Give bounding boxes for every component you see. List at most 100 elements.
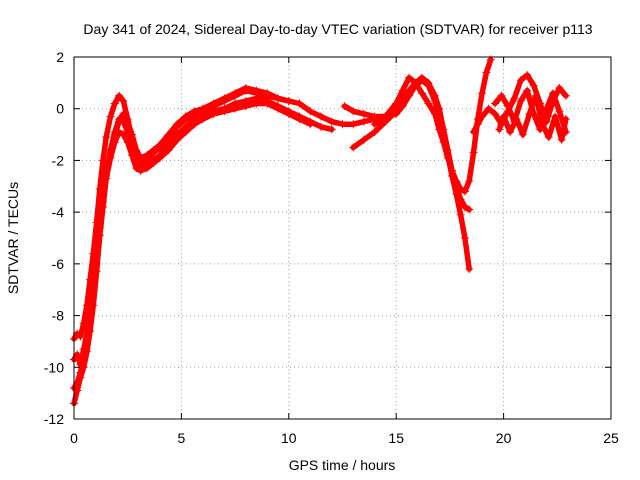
data-point (359, 135, 368, 144)
data-point (252, 99, 261, 108)
data-point (544, 133, 553, 142)
data-point (551, 112, 560, 121)
data-point (82, 329, 91, 338)
data-point (448, 166, 457, 175)
x-axis-label: GPS time / hours (289, 457, 396, 473)
data-point (231, 89, 240, 98)
data-point (220, 94, 229, 103)
data-point (209, 109, 218, 118)
x-tick-label: 0 (70, 430, 78, 446)
data-point (241, 102, 250, 111)
data-point (456, 210, 465, 219)
y-tick-label: -8 (52, 308, 65, 324)
data-point (102, 133, 111, 142)
data-point (495, 125, 504, 134)
data-point (102, 171, 111, 180)
data-point (478, 112, 487, 121)
data-point (110, 99, 119, 108)
data-point (482, 68, 491, 77)
data-point (417, 73, 426, 82)
data-point (317, 122, 326, 131)
data-point (143, 164, 152, 173)
y-axis-label: SDTVAR / TECUs (5, 182, 21, 294)
data-point (523, 86, 532, 95)
data-point (127, 151, 136, 160)
data-point (136, 166, 145, 175)
data-point (73, 386, 82, 395)
data-point (106, 146, 115, 155)
data-point (155, 140, 164, 149)
data-point (173, 135, 182, 144)
data-point (164, 146, 173, 155)
data-point (79, 345, 88, 354)
data-point (359, 109, 368, 118)
data-point (465, 205, 474, 214)
series-band (470, 72, 569, 135)
data-point (484, 104, 493, 113)
y-tick-label: -2 (52, 152, 65, 168)
data-point (555, 84, 564, 93)
ticks: 0 5 10 15 20 25 -12 -10 -8 -6 -4 -2 0 2 (44, 49, 619, 446)
data-point (443, 153, 452, 162)
data-point (392, 107, 401, 116)
data-point (284, 96, 293, 105)
data-point (561, 91, 570, 100)
data-point (510, 117, 519, 126)
chart-title: Day 341 of 2024, Sidereal Day-to-day VTE… (83, 21, 592, 37)
data-point (190, 107, 199, 116)
data-point (430, 91, 439, 100)
data-point (198, 104, 207, 113)
data-point (241, 84, 250, 93)
data-point (86, 308, 95, 317)
data-point (76, 373, 85, 382)
data-point (132, 146, 141, 155)
x-tick-label: 10 (281, 430, 297, 446)
data-point (327, 117, 336, 126)
data-point (98, 156, 107, 165)
data-point (473, 120, 482, 129)
data-point (557, 135, 566, 144)
data-point (252, 86, 261, 95)
data-point (149, 159, 158, 168)
data-point (518, 130, 527, 139)
data-point (317, 112, 326, 121)
data-point (381, 112, 390, 121)
data-point (115, 117, 124, 126)
data-point (549, 89, 558, 98)
data-point (456, 195, 465, 204)
data-point (132, 164, 141, 173)
data-point (417, 89, 426, 98)
series-track-g (370, 55, 495, 196)
data-point (98, 197, 107, 206)
data-point (149, 146, 158, 155)
y-tick-label: 2 (56, 49, 64, 65)
data-point (306, 107, 315, 116)
data-point (469, 148, 478, 157)
data-point (452, 177, 461, 186)
data-point (92, 259, 101, 268)
data-point (491, 99, 500, 108)
data-point (181, 112, 190, 121)
data-point (220, 107, 229, 116)
data-point (76, 360, 85, 369)
data-point (119, 96, 128, 105)
data-point (274, 104, 283, 113)
y-tick-label: 0 (56, 101, 64, 117)
x-tick-label: 15 (388, 430, 404, 446)
data-point (263, 99, 272, 108)
data-point (536, 125, 545, 134)
plot-area (70, 55, 570, 408)
data-point (370, 112, 379, 121)
x-tick-label: 25 (603, 430, 619, 446)
data-point (430, 109, 439, 118)
data-point (456, 184, 465, 193)
data-point (435, 104, 444, 113)
y-tick-label: -6 (52, 256, 65, 272)
y-tick-label: -10 (44, 359, 64, 375)
data-point (460, 202, 469, 211)
data-point (209, 99, 218, 108)
data-point (338, 120, 347, 129)
data-point (123, 138, 132, 147)
data-point (164, 130, 173, 139)
data-point (523, 71, 532, 80)
